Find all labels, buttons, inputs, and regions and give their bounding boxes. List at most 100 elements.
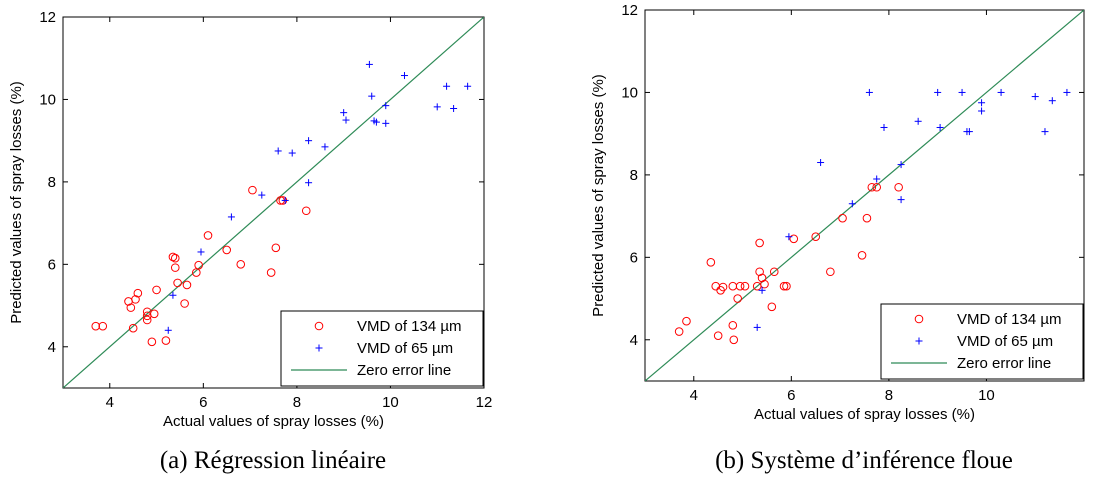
data-point-circle [98, 321, 108, 331]
data-point-circle [161, 336, 171, 345]
data-point-circle [182, 280, 192, 290]
data-point-plus [865, 88, 873, 96]
data-point-circle [222, 245, 232, 255]
data-point-circle [142, 315, 152, 325]
data-point-circle [838, 213, 847, 223]
data-point-circle [728, 321, 738, 330]
data-point-plus [914, 117, 922, 125]
y-tick-label: 4 [630, 332, 638, 349]
data-point-circle [147, 337, 157, 347]
data-point-plus [274, 147, 282, 155]
legend-box [280, 310, 484, 387]
data-point-plus [897, 161, 905, 169]
data-point-circle [779, 281, 789, 291]
data-point-circle [203, 231, 213, 240]
data-point-circle [170, 263, 180, 272]
data-point-circle [180, 299, 189, 308]
data-point-plus [817, 159, 825, 167]
data-point-plus [342, 116, 350, 124]
y-tick-label: 12 [621, 2, 638, 19]
data-point-circle [194, 260, 203, 270]
legend-plus-marker [315, 344, 323, 352]
data-point-plus [978, 107, 986, 115]
data-point-circle [266, 268, 276, 277]
data-point-circle [173, 278, 182, 288]
data-point-circle [735, 281, 745, 291]
data-point-circle [757, 273, 767, 283]
data-layer [63, 17, 484, 388]
data-point-plus [169, 291, 177, 299]
data-point-plus [365, 60, 373, 68]
data-point-circle [682, 316, 691, 326]
data-point-circle [126, 303, 136, 312]
data-point-plus [258, 191, 266, 199]
data-point-circle [755, 267, 764, 277]
data-point-circle [894, 182, 903, 192]
y-tick-label: 8 [630, 167, 638, 184]
data-point-plus [758, 286, 766, 294]
y-axis-label: Predicted values of spray losses (%) [590, 74, 607, 317]
data-point-plus [997, 88, 1005, 96]
x-axis-label: Actual values of spray losses (%) [163, 413, 384, 430]
data-point-circle [248, 185, 257, 195]
data-point-circle [811, 232, 821, 242]
data-point-plus [382, 119, 390, 127]
data-point-circle [131, 295, 140, 304]
y-tick-label: 12 [39, 9, 56, 26]
legend-circle-marker [914, 314, 924, 324]
data-point-circle [769, 267, 779, 277]
legend: VMD of 134 µm VMD of 65 µm Zero error line [280, 310, 484, 387]
data-point-plus [197, 248, 205, 256]
zero-error-line [645, 10, 1084, 381]
data-point-plus [897, 196, 905, 204]
zero-error-line [63, 17, 484, 388]
x-tick-label: 10 [382, 394, 399, 411]
data-point-circle [168, 252, 178, 262]
data-point-plus [785, 233, 793, 241]
data-point-plus [1048, 97, 1056, 105]
legend-label-65: VMD of 65 µm [957, 333, 1053, 350]
legend-label-134: VMD of 134 µm [357, 318, 462, 335]
data-point-circle [760, 279, 769, 289]
data-point-circle [789, 234, 799, 244]
legend: VMD of 134 µm VMD of 65 µm Zero error line [880, 303, 1084, 380]
y-tick-label: 6 [630, 249, 638, 266]
data-layer [645, 10, 1084, 381]
x-tick-label: 4 [690, 387, 698, 404]
x-tick-label: 10 [978, 387, 995, 404]
data-point-plus [164, 326, 172, 334]
data-point-plus [368, 92, 376, 100]
data-point-circle [826, 267, 835, 277]
data-point-plus [288, 149, 296, 157]
data-point-plus [1031, 93, 1039, 101]
data-point-plus [400, 72, 408, 80]
data-point-circle [755, 238, 764, 248]
data-point-plus [305, 179, 313, 187]
subfigure-caption: (a) Régression linéaire [160, 447, 386, 474]
legend-label-65: VMD of 65 µm [357, 340, 453, 357]
legend-label-zero-error: Zero error line [357, 362, 451, 379]
legend-circle-marker [314, 321, 324, 331]
legend-plus-marker [915, 337, 923, 345]
data-point-circle [872, 182, 881, 192]
legend-label-134: VMD of 134 µm [957, 311, 1062, 328]
data-point-plus [873, 175, 881, 183]
data-point-plus [936, 123, 944, 131]
x-tick-label: 6 [199, 394, 207, 411]
data-point-circle [729, 335, 739, 345]
data-point-circle [674, 327, 684, 336]
x-tick-label: 12 [476, 394, 493, 411]
data-point-plus [848, 200, 856, 208]
data-point-circle [236, 260, 246, 269]
data-point-plus [934, 88, 942, 96]
data-point-circle [133, 288, 143, 298]
y-axis-label: Predicted values of spray losses (%) [8, 81, 25, 324]
data-point-plus [880, 123, 888, 131]
data-point-plus [227, 213, 235, 221]
y-tick-label: 6 [48, 256, 56, 273]
chart-panel-b: 4 6 8 10 4 6 8 10 12 Actual values of spray losse… [590, 2, 1085, 474]
data-point-plus [464, 82, 472, 90]
data-point-plus [978, 99, 986, 107]
data-point-circle [718, 282, 728, 292]
data-point-plus [443, 82, 451, 90]
